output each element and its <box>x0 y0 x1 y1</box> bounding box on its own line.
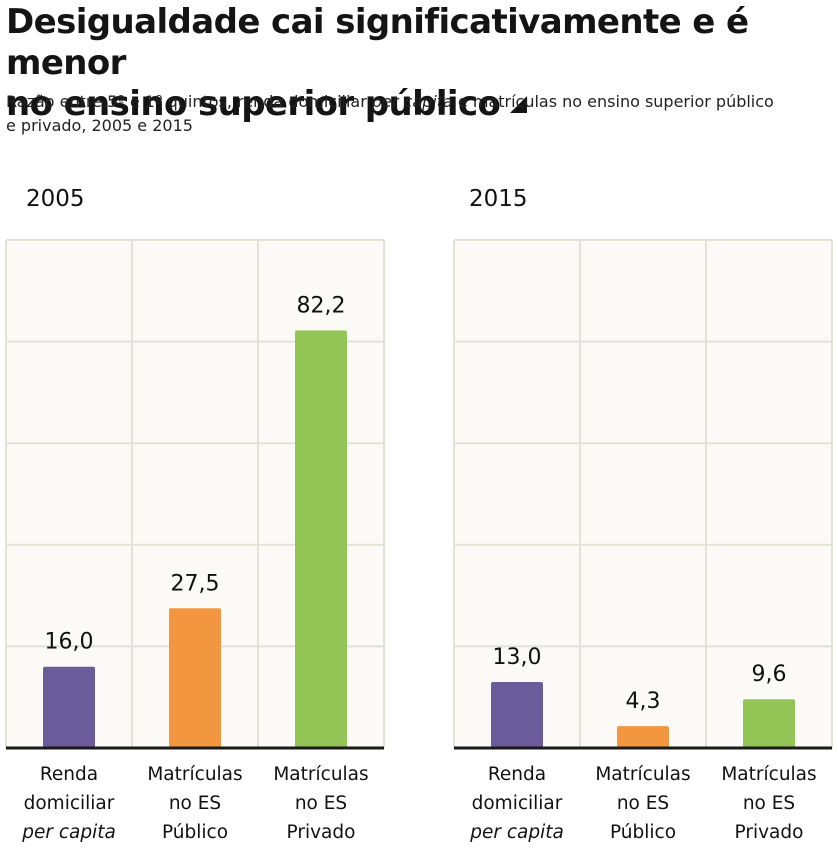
plot-area-2015 <box>454 240 832 748</box>
category-label-line: domiciliar <box>471 793 563 814</box>
panel-title-2015: 2015 <box>469 186 528 212</box>
bar-2015-2 <box>617 726 669 748</box>
category-label-line: Matrículas <box>147 764 243 785</box>
bar-2015-1 <box>491 681 543 748</box>
subtitle-italic: per capita <box>371 92 453 111</box>
category-label-line: Privado <box>286 822 356 843</box>
category-label-line: no ES <box>616 793 670 814</box>
chart-title: Desigualdade cai significativamente e é … <box>6 2 826 125</box>
data-label-2015-1: 13,0 <box>493 645 542 670</box>
category-label-line: Matrículas <box>273 764 369 785</box>
category-label: Matrículas no ES Privado <box>706 760 832 847</box>
panel-title-2005: 2005 <box>26 186 85 212</box>
bar-2005-3 <box>295 330 347 748</box>
category-label-line: Público <box>609 822 677 843</box>
category-label-line: no ES <box>168 793 222 814</box>
category-label-line: domiciliar <box>23 793 115 814</box>
category-label-line: no ES <box>742 793 796 814</box>
category-label: Renda domiciliar per capita <box>6 760 132 847</box>
title-line-2: no ensino superior público <box>6 84 501 124</box>
bar-2005-2 <box>169 608 221 748</box>
subtitle-line-2: e privado, 2005 e 2015 <box>6 116 193 135</box>
data-label-2005-3: 82,2 <box>297 293 346 318</box>
category-label-line: Matrículas <box>721 764 817 785</box>
data-label-2015-3: 9,6 <box>752 662 787 687</box>
data-label-2005-2: 27,5 <box>171 571 220 596</box>
category-label-line: Renda <box>39 764 99 785</box>
data-label-2015-2: 4,3 <box>626 689 661 714</box>
subtitle-text-1: Razão entre 5º e 1º quintos, renda domic… <box>6 92 372 111</box>
bar-2005-1 <box>43 666 95 748</box>
category-label-line: Público <box>161 822 229 843</box>
bar-2015-3 <box>743 699 795 748</box>
category-label: Matrículas no ES Privado <box>258 760 384 847</box>
title-line-1: Desigualdade cai significativamente e é … <box>6 2 749 83</box>
category-label: Matrículas no ES Público <box>132 760 258 847</box>
triangle-marker-icon <box>510 96 528 113</box>
category-label: Matrículas no ES Público <box>580 760 706 847</box>
data-label-2005-1: 16,0 <box>45 630 94 655</box>
subtitle-text-2: e matrículas no ensino superior público <box>452 92 774 111</box>
category-label-line: Renda <box>487 764 547 785</box>
category-label-italic: per capita <box>22 822 116 843</box>
category-label: Renda domiciliar per capita <box>454 760 580 847</box>
category-label-line: Matrículas <box>595 764 691 785</box>
chart-subtitle: Razão entre 5º e 1º quintos, renda domic… <box>6 90 806 138</box>
category-label-line: Privado <box>734 822 804 843</box>
category-label-line: no ES <box>294 793 348 814</box>
category-label-italic: per capita <box>470 822 564 843</box>
